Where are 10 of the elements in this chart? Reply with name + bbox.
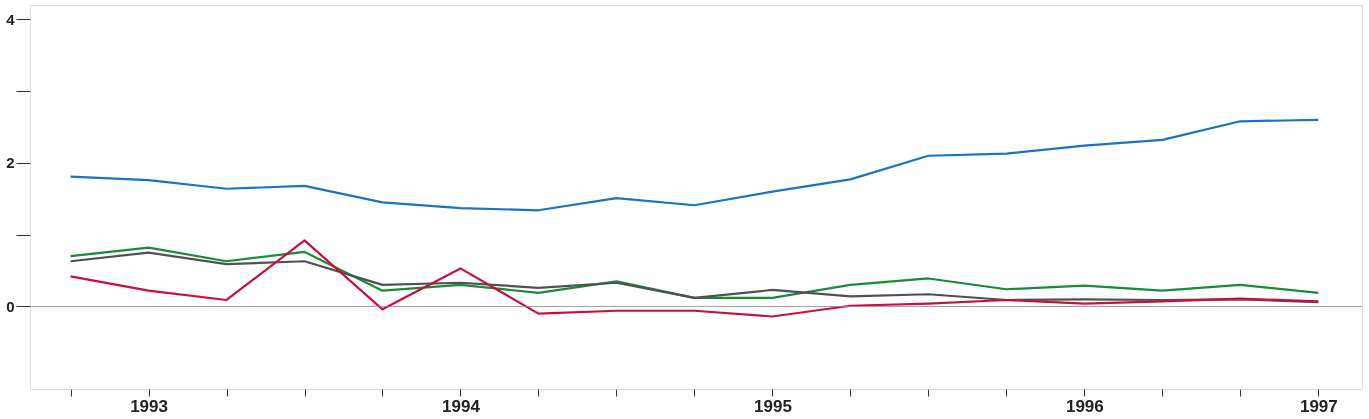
y-tick-label: 4 bbox=[6, 10, 16, 28]
line-series bbox=[69, 239, 1320, 318]
x-tick-label: 1996 bbox=[1065, 396, 1104, 416]
y-tick-label: 2 bbox=[6, 154, 15, 172]
x-tick-label: 1995 bbox=[754, 396, 792, 416]
x-tick-label: 1993 bbox=[130, 396, 168, 416]
x-tick-label: 1997 bbox=[1299, 396, 1338, 416]
line-series bbox=[69, 118, 1320, 212]
x-tick-label: 1994 bbox=[442, 396, 481, 416]
y-tick-label: 0 bbox=[6, 297, 15, 315]
